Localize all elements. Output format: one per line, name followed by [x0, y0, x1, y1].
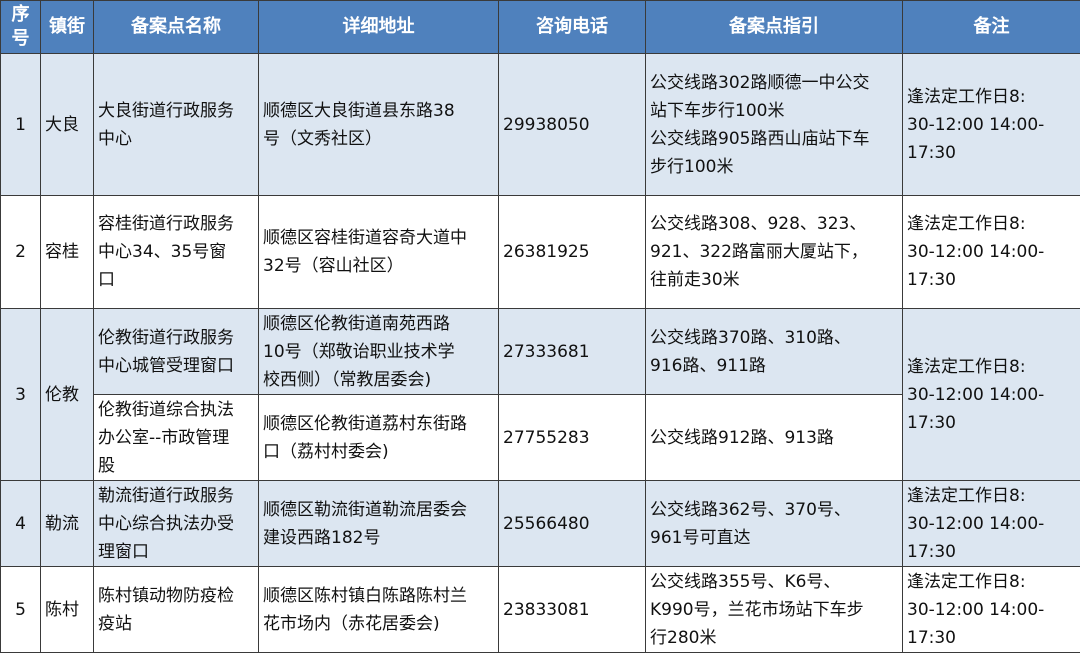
table-row: 4 勒流 勒流街道行政服务 中心综合执法办受 理窗口 顺德区勒流街道勒流居委会 …	[0, 480, 1080, 567]
cell-town: 陈村	[40, 566, 94, 653]
cell-address: 顺德区伦教街道南苑西路 10号（郑敬诒职业技术学 校西侧）（常教居委会)	[258, 308, 499, 395]
cell-address: 顺德区大良街道县东路38 号（文秀社区）	[258, 53, 499, 196]
header-guide: 备案点指引	[645, 0, 903, 54]
cell-phone: 27333681	[498, 308, 646, 395]
cell-no: 2	[0, 195, 41, 309]
cell-name: 伦教街道行政服务 中心城管受理窗口	[93, 308, 259, 395]
cell-address: 顺德区伦教街道荔村东街路 口（荔村村委会)	[258, 394, 499, 481]
table-row: 1 大良 大良街道行政服务 中心 顺德区大良街道县东路38 号（文秀社区） 29…	[0, 53, 1080, 196]
cell-note: 逢法定工作日8: 30-12:00 14:00- 17:30	[902, 480, 1080, 567]
cell-guide: 公交线路362号、370号、 961号可直达	[645, 480, 903, 567]
cell-phone: 25566480	[498, 480, 646, 567]
header-phone: 咨询电话	[498, 0, 646, 54]
header-note: 备注	[902, 0, 1080, 54]
header-no: 序 号	[0, 0, 41, 54]
cell-address: 顺德区勒流街道勒流居委会 建设西路182号	[258, 480, 499, 567]
header-address: 详细地址	[258, 0, 499, 54]
table-row: 伦教街道综合执法 办公室--市政管理 股 顺德区伦教街道荔村东街路 口（荔村村委…	[1, 394, 1080, 481]
cell-no: 1	[0, 53, 41, 196]
cell-name: 陈村镇动物防疫检 疫站	[93, 566, 259, 653]
cell-note: 逢法定工作日8: 30-12:00 14:00- 17:30	[902, 53, 1080, 196]
cell-guide: 公交线路355号、K6号、 K990号，兰花市场站下车步 行280米	[645, 566, 903, 653]
table-row: 5 陈村 陈村镇动物防疫检 疫站 顺德区陈村镇白陈路陈村兰 花市场内（赤花居委会…	[0, 566, 1080, 653]
cell-town: 伦教	[40, 308, 94, 481]
cell-town: 容桂	[40, 195, 94, 309]
cell-guide: 公交线路912路、913路	[645, 394, 903, 481]
cell-note: 逢法定工作日8: 30-12:00 14:00- 17:30	[902, 308, 1080, 481]
cell-no: 3	[0, 308, 41, 481]
table-row: 3 伦教 伦教街道行政服务 中心城管受理窗口 顺德区伦教街道南苑西路 10号（郑…	[0, 308, 1080, 481]
cell-no: 5	[0, 566, 41, 653]
cell-address: 顺德区陈村镇白陈路陈村兰 花市场内（赤花居委会)	[258, 566, 499, 653]
cell-phone: 23833081	[498, 566, 646, 653]
header-name: 备案点名称	[93, 0, 259, 54]
cell-phone: 29938050	[498, 53, 646, 196]
cell-town: 勒流	[40, 480, 94, 567]
cell-note: 逢法定工作日8: 30-12:00 14:00- 17:30	[902, 195, 1080, 309]
cell-name: 大良街道行政服务 中心	[93, 53, 259, 196]
cell-no: 4	[0, 480, 41, 567]
table-row: 2 容桂 容桂街道行政服务 中心34、35号窗 口 顺德区容桂街道容奇大道中 3…	[0, 195, 1080, 309]
header-town: 镇街	[40, 0, 94, 54]
cell-address: 顺德区容桂街道容奇大道中 32号（容山社区）	[258, 195, 499, 309]
cell-name: 伦教街道综合执法 办公室--市政管理 股	[93, 394, 259, 481]
header-row: 序 号 镇街 备案点名称 详细地址 咨询电话 备案点指引 备注	[0, 0, 1080, 54]
cell-note: 逢法定工作日8: 30-12:00 14:00- 17:30	[902, 566, 1080, 653]
cell-guide: 公交线路308、928、323、 921、322路富丽大厦站下， 往前走30米	[645, 195, 903, 309]
cell-name: 勒流街道行政服务 中心综合执法办受 理窗口	[93, 480, 259, 567]
cell-guide: 公交线路370路、310路、 916路、911路	[645, 308, 903, 395]
cell-phone: 27755283	[498, 394, 646, 481]
cell-town: 大良	[40, 53, 94, 196]
cell-guide: 公交线路302路顺德一中公交 站下车步行100米 公交线路905路西山庙站下车 …	[645, 53, 903, 196]
cell-phone: 26381925	[498, 195, 646, 309]
cell-name: 容桂街道行政服务 中心34、35号窗 口	[93, 195, 259, 309]
